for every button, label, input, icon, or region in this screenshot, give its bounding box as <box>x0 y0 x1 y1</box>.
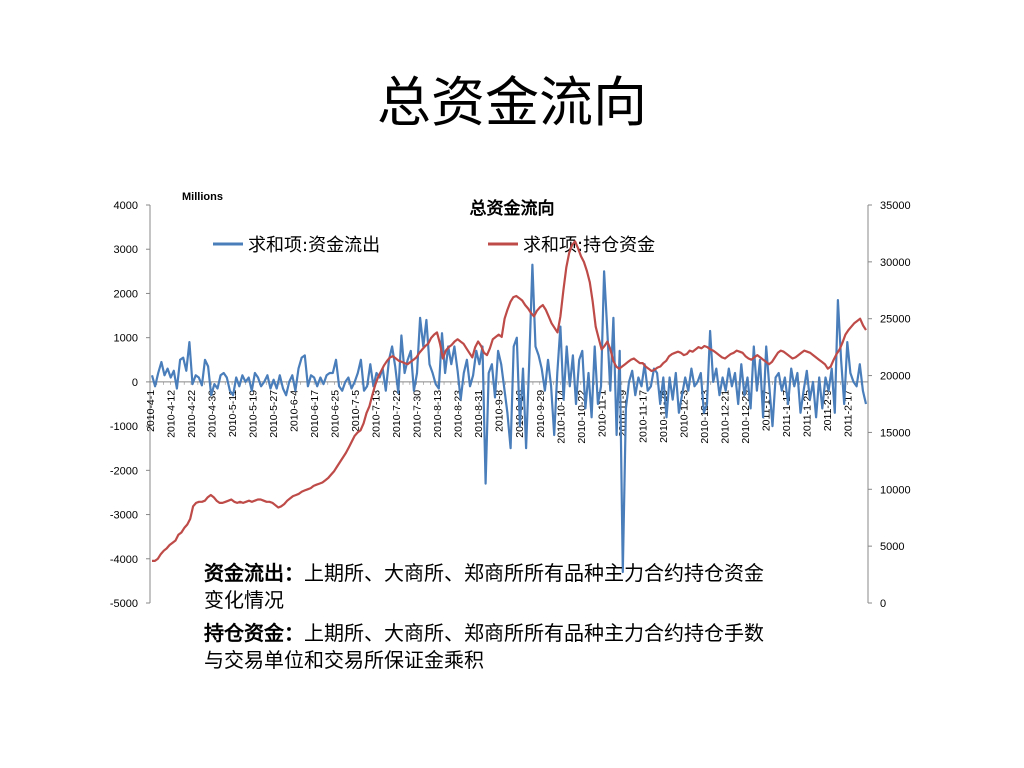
legend-label-outflow: 求和项:资金流出 <box>248 235 380 256</box>
x-tick-label: 2010-11-17 <box>637 390 649 443</box>
right-tick-label: 5000 <box>880 541 904 553</box>
series-line-position <box>152 240 867 563</box>
axes: 40003000200010000-1000-2000-3000-4000-50… <box>110 200 911 610</box>
notes: 资金流出：上期所、大商所、郑商所所有品种主力合约持仓资金变化情况 持仓资金：上期… <box>204 560 764 680</box>
x-tick-label: 2010-8-31 <box>473 390 485 438</box>
x-tick-label: 2010-4-30 <box>207 390 219 438</box>
x-tick-label: 2010-6-25 <box>330 390 342 438</box>
note-position: 持仓资金：上期所、大商所、郑商所所有品种主力合约持仓手数与交易单位和交易所保证金… <box>204 620 764 674</box>
left-tick-label: 4000 <box>114 200 138 212</box>
left-tick-label: -5000 <box>110 598 138 610</box>
chart-title: 总资金流向 <box>470 198 555 219</box>
note-text: 上期所、大商所、郑商所所有品种主力合约持仓手数与交易单位和交易所保证金乘积 <box>204 621 764 672</box>
right-tick-label: 30000 <box>880 257 911 269</box>
x-tick-label: 2010-7-13 <box>371 390 383 438</box>
x-tick-label: 2010-4-12 <box>166 390 178 438</box>
left-tick-label: 2000 <box>114 288 138 300</box>
note-text: 上期所、大商所、郑商所所有品种主力合约持仓资金变化情况 <box>204 561 764 612</box>
right-tick-label: 20000 <box>880 371 911 383</box>
x-tick-label: 2011-2-17 <box>842 390 854 437</box>
left-tick-label: -2000 <box>110 465 138 477</box>
x-tick-label: 2010-4-1 <box>145 390 157 432</box>
legend: 求和项:资金流出 求和项:持仓资金 <box>213 235 655 256</box>
x-tick-label: 2010-6-4 <box>289 390 301 432</box>
x-tick-label: 2010-7-30 <box>412 390 424 438</box>
x-tick-label: 2010-10-14 <box>555 390 567 444</box>
x-tick-label: 2011-1-17 <box>781 390 793 437</box>
plot-area <box>150 240 868 574</box>
x-tick-label: 2011-1-25 <box>801 390 813 437</box>
left-tick-label: -1000 <box>110 421 138 433</box>
right-tick-label: 10000 <box>880 484 911 496</box>
x-tick-label: 2010-7-5 <box>350 390 362 432</box>
left-tick-label: 3000 <box>114 244 138 256</box>
left-tick-label: -3000 <box>110 510 138 522</box>
note-term: 资金流出： <box>204 561 304 585</box>
x-tick-label: 2011-2-9 <box>822 390 834 431</box>
x-tick-label: 2010-5-27 <box>268 390 280 438</box>
right-tick-label: 25000 <box>880 314 911 326</box>
x-tick-label: 2010-12-29 <box>740 390 752 444</box>
x-tick-label: 2010-5-19 <box>248 390 260 438</box>
right-tick-label: 15000 <box>880 427 911 439</box>
x-tick-label: 2010-9-29 <box>535 390 547 438</box>
series-line-outflow <box>150 263 868 574</box>
x-tick-label: 2010-12-21 <box>719 390 731 444</box>
note-outflow: 资金流出：上期所、大商所、郑商所所有品种主力合约持仓资金变化情况 <box>204 560 764 614</box>
note-term: 持仓资金： <box>204 621 304 645</box>
right-tick-label: 35000 <box>880 200 911 212</box>
x-tick-label: 2010-8-23 <box>453 390 465 438</box>
x-tick-label: 2010-12-3 <box>678 390 690 438</box>
right-tick-label: 0 <box>880 598 886 610</box>
x-tick-label: 2010-8-13 <box>432 390 444 438</box>
slide-title: 总资金流向 <box>377 71 647 134</box>
x-tick-label: 2010-4-22 <box>186 390 198 438</box>
x-tick-label: 2010-6-17 <box>309 390 321 438</box>
left-tick-label: 1000 <box>114 333 138 345</box>
legend-label-position: 求和项:持仓资金 <box>523 235 655 256</box>
x-tick-label: 2010-5-11 <box>227 390 239 437</box>
units-label: Millions <box>182 191 223 203</box>
x-tick-label: 2010-7-22 <box>391 390 403 438</box>
left-tick-label: 0 <box>132 377 138 389</box>
x-tick-label: 2010-12-13 <box>699 390 711 444</box>
left-tick-label: -4000 <box>110 554 138 566</box>
x-tick-label: 2010-9-8 <box>494 390 506 432</box>
